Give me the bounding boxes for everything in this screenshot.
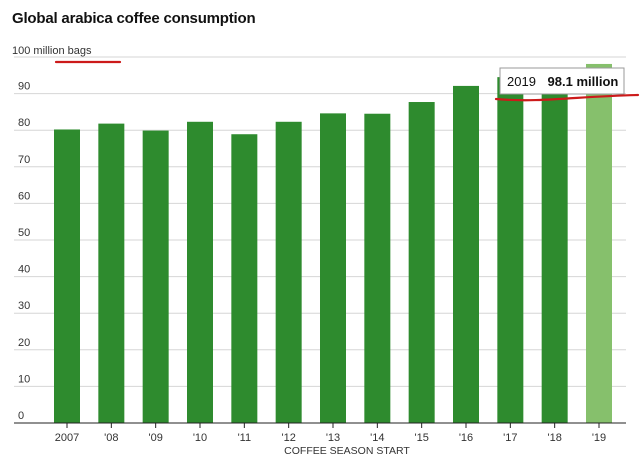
bar bbox=[54, 129, 80, 423]
bar bbox=[231, 134, 258, 423]
x-tick-label: '11 bbox=[238, 432, 252, 444]
y-axis-unit-label: 100 million bags bbox=[12, 45, 92, 57]
x-tick-label: '13 bbox=[326, 432, 340, 444]
x-tick-label: '16 bbox=[459, 432, 473, 444]
x-tick-label: '19 bbox=[592, 432, 606, 444]
annotation-value: 98.1 million bbox=[548, 74, 619, 89]
bar bbox=[497, 77, 524, 423]
y-tick-label: 60 bbox=[18, 190, 30, 202]
x-axis-ticks: 2007 '08 '09 '10 '11 '12 '13 '14 '15 '16 '17 '18 '19 bbox=[55, 423, 606, 444]
annotation-underline bbox=[494, 93, 640, 102]
bar bbox=[364, 113, 391, 423]
y-tick-label: 20 bbox=[18, 337, 30, 349]
y-tick-label: 30 bbox=[18, 300, 30, 312]
bar bbox=[453, 85, 479, 423]
x-tick-label: 2007 bbox=[55, 432, 79, 444]
y-tick-label: 70 bbox=[18, 154, 30, 166]
x-tick-label: '15 bbox=[414, 432, 428, 444]
x-tick-label: '14 bbox=[370, 432, 384, 444]
x-tick-label: '09 bbox=[148, 432, 162, 444]
bar bbox=[541, 76, 568, 423]
annotation-box bbox=[499, 67, 625, 95]
x-tick-label: '08 bbox=[104, 432, 118, 444]
chart-title: Global arabica coffee consumption bbox=[12, 10, 256, 27]
y-tick-label: 90 bbox=[18, 81, 30, 93]
bar bbox=[275, 121, 302, 424]
bar bbox=[187, 121, 213, 424]
bar bbox=[408, 102, 435, 423]
y-tick-label: 40 bbox=[18, 264, 30, 276]
y-tick-label: 10 bbox=[18, 373, 30, 385]
bar bbox=[142, 130, 169, 424]
x-tick-label: '10 bbox=[193, 432, 207, 444]
annotation: 2019 98.1 million bbox=[494, 67, 640, 102]
x-tick-label: '18 bbox=[547, 432, 561, 444]
y-axis-ticks: 0 10 20 30 40 50 60 70 80 90 bbox=[18, 81, 30, 422]
bar bbox=[320, 113, 346, 423]
y-tick-label: 50 bbox=[18, 227, 30, 239]
x-axis-title: COFFEE SEASON START bbox=[284, 445, 410, 457]
annotation-year: 2019 bbox=[507, 74, 536, 89]
x-tick-label: '17 bbox=[503, 432, 517, 444]
y-tick-label: 0 bbox=[18, 410, 24, 422]
annotation-label: 2019 98.1 million bbox=[507, 74, 618, 89]
bars bbox=[54, 63, 612, 424]
y-tick-label: 80 bbox=[18, 117, 30, 129]
bar bbox=[98, 123, 125, 423]
bar bbox=[586, 63, 612, 423]
x-tick-label: '12 bbox=[281, 432, 295, 444]
